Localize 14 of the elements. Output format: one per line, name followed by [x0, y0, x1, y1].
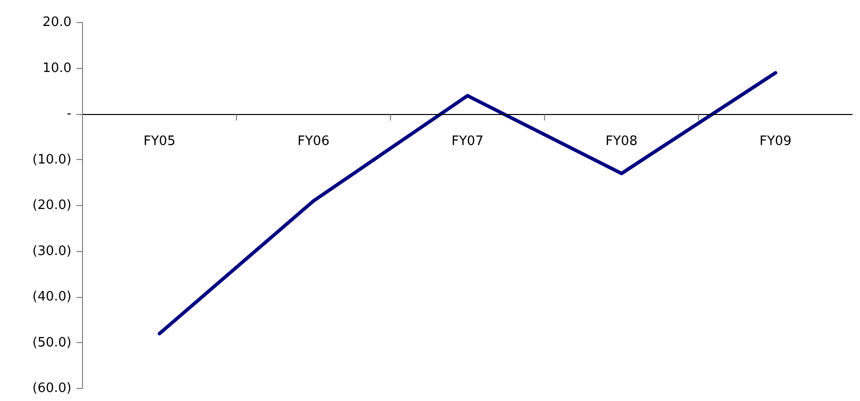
- x-tick-label: FY06: [298, 134, 330, 149]
- y-tick-label: 10.0: [42, 60, 72, 76]
- x-tick-label: FY07: [452, 134, 484, 149]
- y-tick-label: -: [66, 106, 72, 122]
- y-tick-label: (20.0): [32, 198, 72, 213]
- y-tick-label: (50.0): [32, 335, 72, 350]
- y-tick-label: (10.0): [32, 152, 72, 168]
- y-tick-label: 20.0: [42, 15, 72, 30]
- y-tick-label: (30.0): [32, 244, 72, 259]
- y-tick-label: (60.0): [32, 381, 72, 396]
- x-tick-label: FY08: [606, 134, 638, 149]
- y-tick-label: (40.0): [32, 290, 72, 304]
- x-tick-label: FY09: [760, 134, 792, 149]
- x-tick-label: FY05: [144, 134, 176, 149]
